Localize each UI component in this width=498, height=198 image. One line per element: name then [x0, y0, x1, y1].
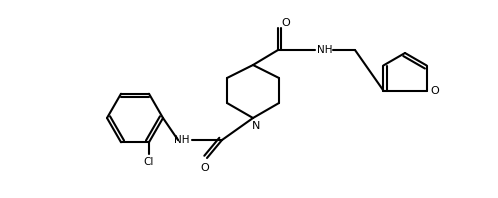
Text: O: O — [201, 163, 209, 173]
Text: N: N — [252, 121, 260, 131]
Text: Cl: Cl — [144, 157, 154, 167]
Text: O: O — [430, 86, 439, 95]
Text: NH: NH — [317, 45, 333, 55]
Text: NH: NH — [174, 135, 190, 145]
Text: O: O — [282, 18, 290, 28]
